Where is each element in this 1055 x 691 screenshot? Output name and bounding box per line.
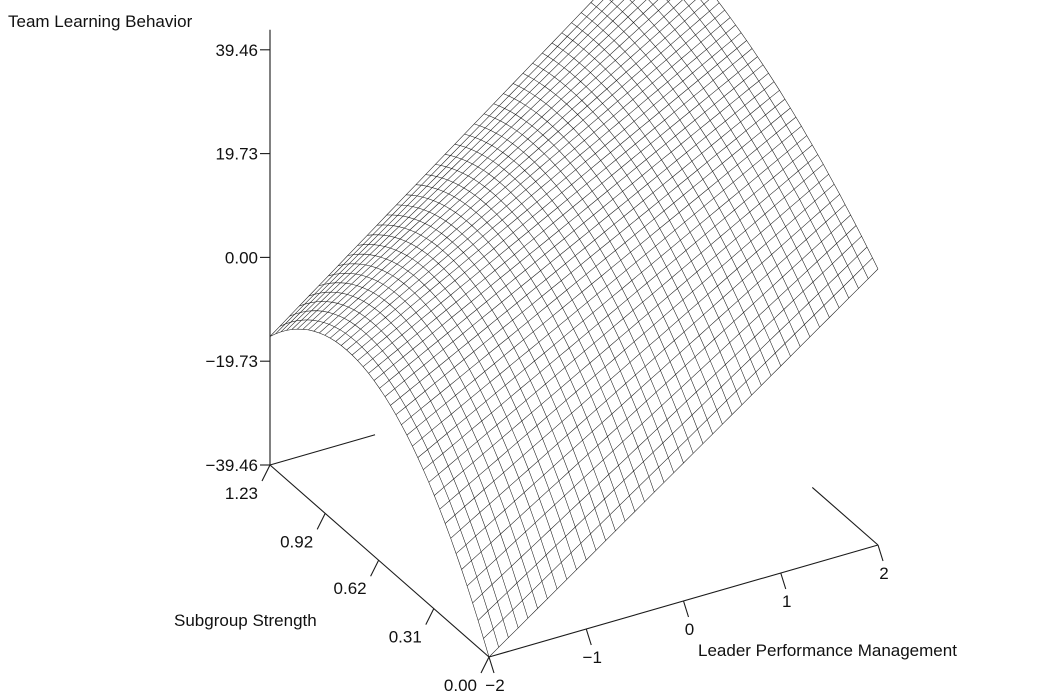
mesh-line-constant-y: [297, 0, 647, 330]
y-tick: [370, 559, 380, 577]
x-tick-label: −2: [485, 676, 504, 691]
x-tick: [585, 628, 592, 646]
z-axis-title: Team Learning Behavior: [8, 12, 193, 31]
floor-back-edge: [269, 434, 376, 466]
y-axis-line: [269, 464, 490, 658]
mesh-line-constant-x: [474, 123, 694, 454]
mesh-line-constant-x: [581, 12, 801, 347]
mesh-line-constant-x: [425, 174, 645, 502]
z-tick-label: 0.00: [225, 248, 258, 267]
x-tick: [488, 656, 495, 674]
y-tick-label: 1.23: [225, 484, 258, 503]
z-tick-label: −19.73: [206, 352, 258, 371]
mesh-line-constant-x: [522, 73, 743, 405]
mesh-line-constant-x: [629, 0, 830, 318]
mesh-line-constant-x: [571, 22, 791, 357]
mesh-line-constant-x: [415, 184, 636, 512]
y-tick-label: 0.92: [280, 532, 313, 551]
mesh-line-constant-x: [683, 0, 859, 289]
mesh-line-constant-y: [269, 0, 594, 337]
mesh-line-constant-x: [269, 328, 490, 658]
mesh-line-constant-x: [376, 224, 597, 551]
mesh-line-constant-x: [435, 164, 655, 493]
mesh-line-constant-x: [609, 0, 820, 328]
x-tick: [877, 544, 884, 562]
tick-marks: [260, 49, 884, 674]
mesh-line-constant-x: [648, 0, 840, 308]
mesh-line-constant-x: [483, 113, 704, 444]
mesh-line-constant-x: [406, 194, 626, 522]
mesh-line-constant-x: [561, 32, 782, 367]
x-tick-label: −1: [583, 648, 602, 667]
mesh-line-constant-x: [464, 133, 684, 464]
y-tick: [261, 464, 271, 482]
mesh-line-constant-x: [542, 52, 762, 386]
mesh-line-constant-x: [347, 253, 568, 580]
mesh-line-constant-y: [324, 0, 710, 336]
x-tick: [682, 600, 690, 618]
mesh-line-constant-x: [454, 143, 675, 473]
mesh-line-constant-x: [532, 62, 752, 396]
mesh-line-constant-x: [279, 319, 499, 648]
mesh-line-constant-y: [286, 0, 625, 331]
y-axis-title: Subgroup Strength: [174, 611, 317, 630]
mesh-line-constant-x: [551, 42, 772, 376]
mesh-line-constant-x: [299, 301, 519, 628]
mesh-line-constant-x: [444, 154, 665, 483]
y-tick: [480, 656, 490, 674]
mesh-line-constant-x: [386, 214, 606, 541]
mesh-line-constant-x: [700, 0, 869, 279]
x-tick-label: 2: [879, 564, 888, 583]
x-axis-title: Leader Performance Management: [698, 641, 957, 660]
mesh-line-constant-x: [308, 291, 529, 619]
mesh-line-constant-x: [367, 234, 587, 561]
z-tick-label: 19.73: [215, 145, 258, 164]
z-tick-label: −39.46: [206, 456, 258, 475]
z-tick-label: 39.46: [215, 41, 258, 60]
mesh-line-constant-x: [512, 83, 733, 415]
tick-labels: −39.46 −19.73 0.00 19.73 39.46 0.00 0.31 0.62 0.…: [206, 41, 889, 691]
mesh-line-constant-x: [493, 103, 713, 434]
y-tick: [316, 513, 326, 530]
y-tick-label: 0.62: [334, 579, 367, 598]
y-tick: [425, 608, 435, 625]
x-tick-label: 1: [782, 592, 791, 611]
mesh-line-constant-x: [357, 244, 577, 570]
mesh-line-constant-x: [289, 310, 509, 638]
surface-mesh: [269, 0, 879, 658]
mesh-line-constant-y: [308, 0, 671, 331]
mesh-line-constant-x: [318, 282, 538, 609]
floor-right-edge: [811, 486, 879, 546]
mesh-line-constant-x: [590, 2, 811, 338]
mesh-line-constant-x: [396, 204, 616, 531]
mesh-line-constant-x: [328, 273, 548, 599]
axes: [269, 29, 879, 658]
y-tick-label: 0.00: [444, 676, 477, 691]
x-tick: [780, 572, 787, 590]
mesh-line-constant-x: [666, 0, 850, 299]
y-tick-label: 0.31: [389, 628, 422, 647]
mesh-line-constant-x: [716, 0, 879, 270]
mesh-line-constant-x: [503, 93, 723, 425]
mesh-line-constant-y: [319, 0, 696, 334]
x-tick-label: 0: [685, 620, 694, 639]
mesh-line-constant-x: [338, 263, 558, 590]
